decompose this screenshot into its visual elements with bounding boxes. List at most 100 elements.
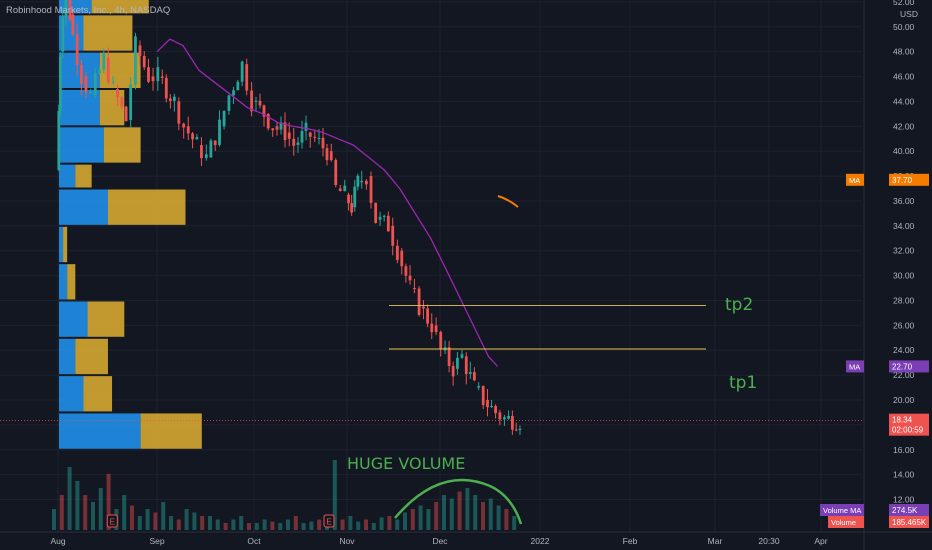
candle-body bbox=[382, 215, 386, 217]
volume-bar bbox=[83, 495, 88, 530]
candle-body bbox=[350, 203, 354, 213]
candle-body bbox=[378, 216, 382, 220]
candle-body bbox=[57, 110, 61, 170]
candle-body bbox=[503, 417, 506, 420]
volume-bar bbox=[75, 481, 80, 530]
volume-bar bbox=[457, 491, 462, 530]
candle-body bbox=[386, 215, 390, 232]
y-tick-label: 20.00 bbox=[893, 395, 915, 405]
volume-bar bbox=[395, 519, 400, 530]
volume-bar bbox=[309, 521, 314, 530]
currency-label: USD bbox=[900, 9, 918, 19]
y-tick-label: 48.00 bbox=[893, 47, 915, 57]
candle-body bbox=[422, 306, 425, 309]
moving-average bbox=[156, 38, 499, 367]
candle-body bbox=[71, 14, 75, 34]
candle-body bbox=[451, 365, 455, 377]
volume-arc bbox=[394, 478, 523, 525]
y-tick-label: 22.00 bbox=[893, 370, 915, 380]
x-tick-label: 20:30 bbox=[758, 536, 780, 546]
candle-body bbox=[325, 148, 329, 161]
volume-bar bbox=[223, 523, 228, 530]
volume-badge-value-background bbox=[889, 516, 929, 528]
x-tick-label: Dec bbox=[432, 536, 448, 546]
volume-profile-up-bar bbox=[59, 338, 76, 375]
ma-upper-badge-label: MA bbox=[849, 176, 860, 185]
candle-body bbox=[518, 428, 522, 431]
candle-body bbox=[472, 372, 476, 381]
volume-profile-down-bar bbox=[99, 90, 125, 126]
volume-bar bbox=[176, 519, 181, 530]
candle-body bbox=[338, 188, 342, 192]
earnings-event-marker bbox=[106, 514, 118, 528]
candle-body bbox=[464, 356, 468, 374]
candle-body bbox=[271, 128, 275, 131]
candle-body bbox=[200, 144, 203, 159]
candle-body bbox=[102, 52, 106, 70]
volume-bar bbox=[137, 516, 142, 530]
volume-profile-down-bar bbox=[83, 15, 133, 51]
volume-bar bbox=[98, 488, 103, 530]
volume-bar bbox=[208, 516, 212, 530]
candle-body bbox=[160, 76, 164, 78]
volume-bar bbox=[371, 523, 376, 530]
volume-bar bbox=[254, 523, 259, 530]
volume-ma-badge-value: 274.5K bbox=[892, 506, 918, 515]
volume-profile-down-bar bbox=[83, 376, 113, 412]
candle-body bbox=[292, 138, 296, 146]
candle-body bbox=[481, 386, 485, 406]
candle-body bbox=[283, 122, 287, 141]
candle-body bbox=[404, 266, 408, 276]
candle-body bbox=[275, 126, 279, 130]
volume-bar bbox=[410, 509, 415, 530]
y-tick-label: 34.00 bbox=[893, 221, 915, 231]
candle-body bbox=[296, 142, 300, 145]
candle-body bbox=[395, 245, 399, 261]
candle-body bbox=[507, 415, 511, 419]
candle-body bbox=[356, 175, 360, 187]
y-tick-label: 16.00 bbox=[893, 445, 915, 455]
x-tick-label: Feb bbox=[623, 536, 638, 546]
volume-profile-up-bar bbox=[59, 127, 104, 163]
volume-bar bbox=[293, 516, 298, 530]
candle-body bbox=[240, 61, 244, 82]
tp1-label[interactable]: tp1 bbox=[729, 373, 758, 393]
huge-volume-label[interactable]: HUGE VOLUME bbox=[347, 454, 466, 473]
candle-body bbox=[374, 202, 378, 223]
x-tick-label: Aug bbox=[50, 536, 65, 546]
candle-body bbox=[93, 73, 97, 96]
volume-bar bbox=[488, 498, 493, 530]
candle-body bbox=[98, 69, 101, 74]
y-tick-label: 12.00 bbox=[893, 495, 915, 505]
volume-bar bbox=[153, 512, 158, 530]
y-tick-label: 26.00 bbox=[893, 320, 915, 330]
ma-lower-badge-value-background bbox=[889, 360, 929, 373]
volume-bar bbox=[504, 509, 509, 530]
x-tick-label: Mar bbox=[708, 536, 723, 546]
candle-body bbox=[360, 180, 364, 183]
earnings-event-marker bbox=[323, 514, 335, 528]
y-tick-label: 44.00 bbox=[893, 96, 915, 106]
candle-body bbox=[490, 406, 493, 408]
ma-lower-badge-value: 22.70 bbox=[892, 362, 913, 371]
candle-body bbox=[213, 140, 217, 146]
orange-stroke bbox=[497, 195, 519, 208]
ma-lower-badge-label: MA bbox=[849, 362, 860, 371]
volume-profile-up-bar bbox=[59, 189, 108, 225]
volume-profile-up-bar bbox=[59, 164, 76, 188]
candle-body bbox=[182, 123, 186, 128]
volume-bar bbox=[387, 516, 392, 530]
volume-profile-up-bar bbox=[59, 264, 68, 300]
volume-bar bbox=[403, 512, 407, 530]
volume-bar bbox=[145, 509, 150, 530]
volume-bar bbox=[449, 498, 454, 530]
volume-badge-label: Volume bbox=[831, 518, 856, 527]
volume-profile-down-bar bbox=[75, 164, 92, 188]
volume-bar bbox=[332, 460, 337, 530]
tp2-label[interactable]: tp2 bbox=[725, 295, 754, 315]
volume-bar bbox=[512, 516, 517, 530]
candle-body bbox=[408, 275, 412, 281]
